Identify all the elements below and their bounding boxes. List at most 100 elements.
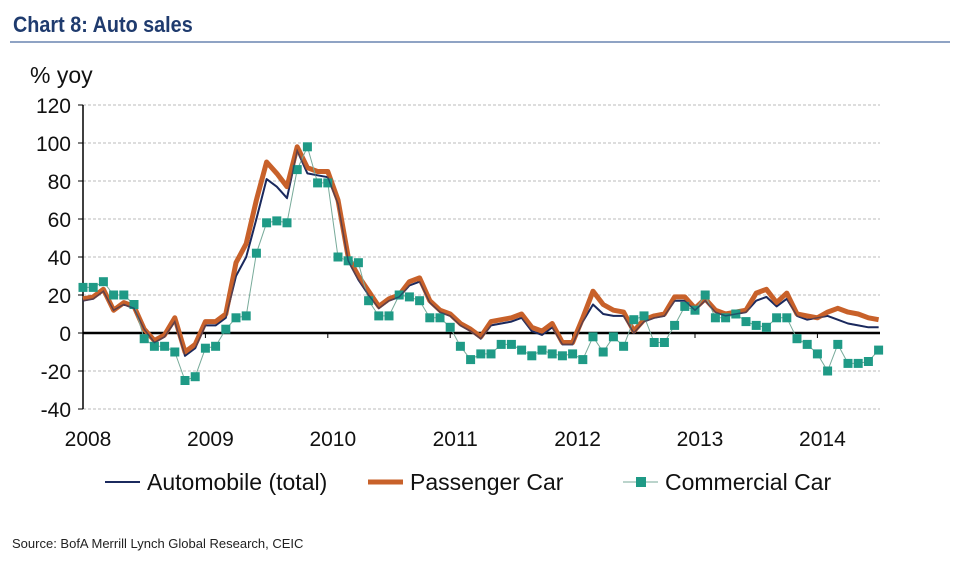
commercial-car-marker (364, 296, 374, 306)
x-tick-label: 2012 (554, 428, 601, 451)
series-line-passenger-car (82, 144, 880, 355)
commercial-car-marker (251, 248, 261, 258)
commercial-car-marker (741, 317, 751, 327)
source-note: Source: BofA Merrill Lynch Global Resear… (12, 536, 304, 551)
y-tick-label: 40 (48, 247, 71, 270)
commercial-car-marker (374, 311, 384, 321)
commercial-car-marker (853, 358, 863, 368)
commercial-car-marker (384, 311, 394, 321)
x-tick-label: 2008 (65, 428, 112, 451)
commercial-car-marker (394, 290, 404, 300)
commercial-car-marker (333, 252, 343, 262)
commercial-car-marker (619, 341, 629, 351)
series-line-automobile-overlay (82, 148, 879, 358)
commercial-car-marker (588, 332, 598, 342)
commercial-car-marker (231, 313, 241, 323)
commercial-car-marker (160, 341, 170, 351)
commercial-car-marker (649, 338, 659, 347)
legend-label: Automobile (total) (147, 469, 327, 495)
commercial-car-marker (802, 339, 812, 349)
commercial-car-marker (415, 296, 425, 306)
commercial-car-marker (313, 178, 323, 188)
commercial-car-marker (823, 366, 833, 376)
commercial-car-marker (302, 142, 312, 152)
commercial-car-marker (425, 313, 435, 323)
y-tick-label: -40 (41, 399, 71, 422)
commercial-car-marker (272, 216, 282, 226)
commercial-car-marker (211, 341, 221, 351)
y-tick-label: 20 (48, 285, 71, 308)
y-tick-label: 60 (48, 209, 71, 232)
commercial-car-marker (527, 351, 537, 361)
x-tick-label: 2011 (433, 428, 478, 451)
title-rule (10, 41, 950, 43)
commercial-car-marker (537, 345, 547, 355)
x-tick-label: 2014 (799, 428, 846, 451)
commercial-car-marker (149, 341, 159, 351)
commercial-car-marker (404, 292, 414, 302)
commercial-car-marker (863, 357, 873, 366)
commercial-car-marker (578, 355, 588, 365)
commercial-car-marker (659, 338, 669, 347)
commercial-car-marker (598, 347, 608, 357)
commercial-car-marker (517, 345, 527, 355)
commercial-car-marker (445, 322, 455, 332)
commercial-car-marker (812, 349, 822, 359)
commercial-car-marker (680, 301, 690, 311)
x-tick-label: 2013 (677, 428, 724, 451)
commercial-car-marker (608, 332, 618, 342)
y-tick-label: -20 (41, 361, 71, 384)
commercial-car-marker (496, 339, 506, 349)
commercial-car-marker (109, 290, 119, 300)
commercial-car-marker (721, 313, 731, 323)
y-tick-label: 80 (48, 171, 71, 194)
commercial-car-marker (262, 218, 272, 228)
y-tick-label: 120 (36, 95, 71, 118)
commercial-car-marker (221, 324, 231, 334)
commercial-car-marker (547, 349, 557, 359)
commercial-car-marker (557, 351, 567, 361)
commercial-car-marker (874, 345, 884, 355)
commercial-car-marker (353, 258, 363, 268)
legend-marker (636, 477, 646, 487)
commercial-car-marker (486, 349, 496, 359)
commercial-car-marker (792, 334, 802, 344)
commercial-car-marker (772, 313, 782, 323)
commercial-car-marker (833, 339, 843, 349)
commercial-car-marker (78, 282, 88, 292)
legend-label: Commercial Car (665, 469, 831, 495)
commercial-car-marker (180, 376, 190, 385)
commercial-car-marker (476, 349, 486, 359)
x-tick-label: 2009 (187, 428, 234, 451)
commercial-car-marker (323, 178, 333, 188)
commercial-car-marker (282, 218, 292, 228)
commercial-car-marker (129, 300, 139, 309)
commercial-car-marker (670, 320, 680, 330)
commercial-car-marker (466, 355, 476, 365)
commercial-car-marker (241, 311, 251, 321)
commercial-car-marker (639, 311, 649, 321)
commercial-car-marker (629, 315, 639, 325)
commercial-car-marker (98, 277, 108, 287)
chart-title: Chart 8: Auto sales (13, 12, 193, 37)
commercial-car-marker (200, 343, 210, 353)
commercial-car-marker (190, 372, 200, 382)
commercial-car-marker (782, 313, 792, 323)
y-tick-label: 100 (36, 133, 71, 156)
commercial-car-marker (843, 358, 853, 368)
y-tick-label: 0 (59, 323, 71, 346)
commercial-car-marker (761, 322, 771, 332)
commercial-car-marker (88, 282, 98, 292)
x-tick-label: 2010 (309, 428, 356, 451)
commercial-car-marker (170, 347, 180, 357)
commercial-car-marker (139, 334, 149, 344)
commercial-car-marker (455, 341, 465, 351)
commercial-car-marker (292, 165, 302, 175)
y-axis-label: % yoy (30, 62, 93, 88)
commercial-car-marker (751, 320, 761, 330)
legend-label: Passenger Car (410, 469, 564, 495)
commercial-car-marker (435, 313, 445, 323)
commercial-car-marker (506, 339, 516, 349)
commercial-car-marker (710, 313, 720, 323)
